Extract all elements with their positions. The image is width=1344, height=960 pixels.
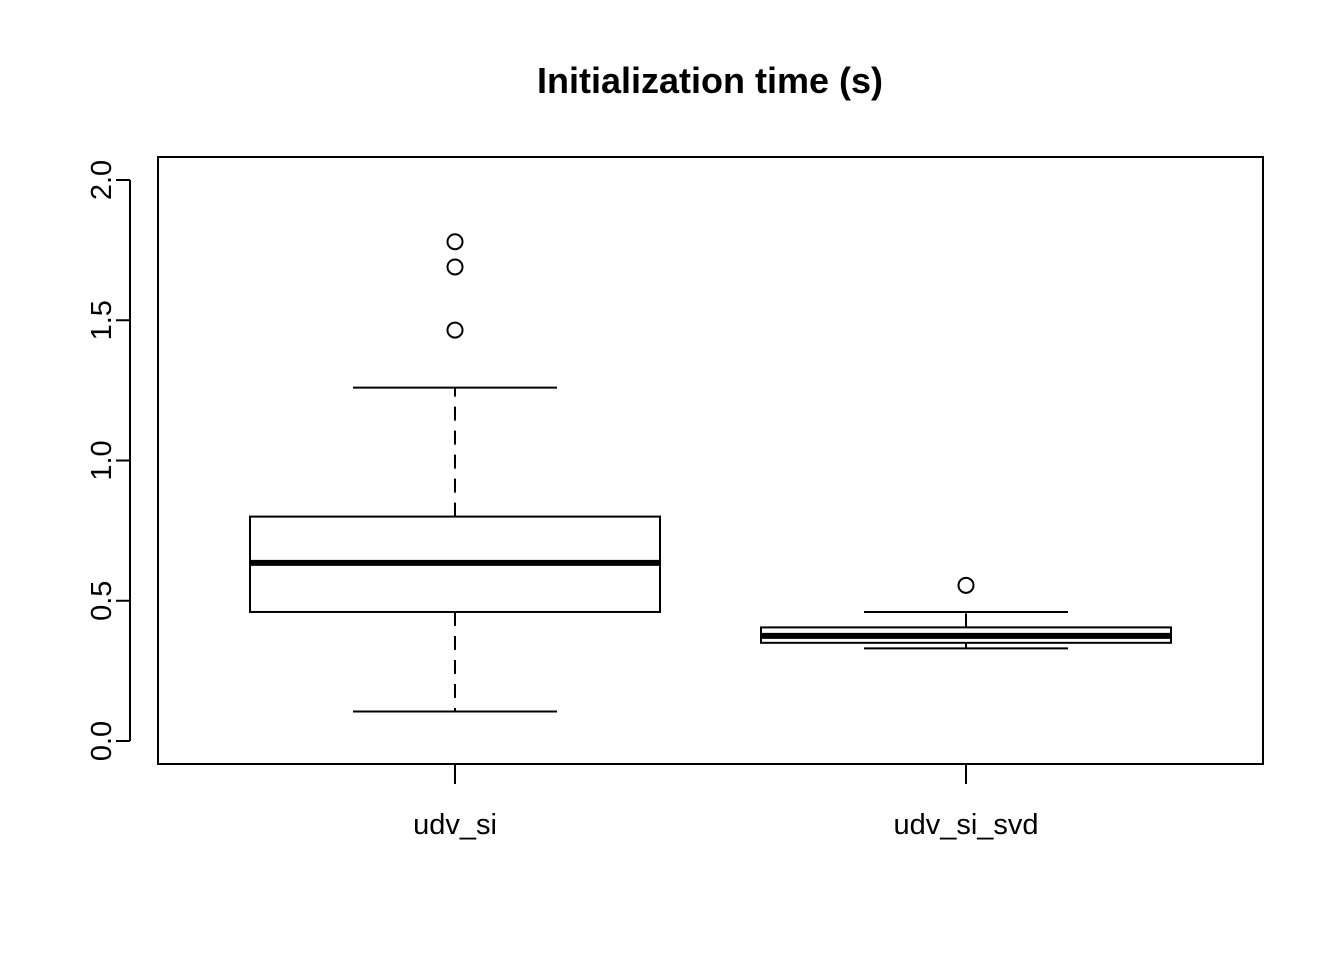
x-category-label: udv_si bbox=[413, 809, 497, 841]
y-tick-label: 0.0 bbox=[86, 721, 118, 761]
outlier-point bbox=[446, 321, 464, 339]
outlier-point bbox=[446, 233, 464, 251]
y-tick-label: 1.5 bbox=[86, 300, 118, 340]
chart-title: Initialization time (s) bbox=[537, 60, 883, 101]
y-tick-label: 1.0 bbox=[86, 440, 118, 480]
box-udv_si_svd bbox=[760, 576, 1172, 650]
outlier-point bbox=[446, 258, 464, 276]
box-udv_si bbox=[249, 233, 661, 713]
x-category-label: udv_si_svd bbox=[893, 809, 1038, 841]
y-axis: 0.0 0.5 1.0 1.5 2.0 bbox=[86, 160, 131, 761]
y-tick-label: 2.0 bbox=[86, 160, 118, 200]
boxes bbox=[249, 233, 1172, 713]
y-tick-label: 0.5 bbox=[86, 581, 118, 621]
x-axis: udv_si udv_si_svd bbox=[413, 764, 1039, 841]
plot-frame bbox=[157, 156, 1264, 765]
outlier-point bbox=[957, 576, 975, 594]
